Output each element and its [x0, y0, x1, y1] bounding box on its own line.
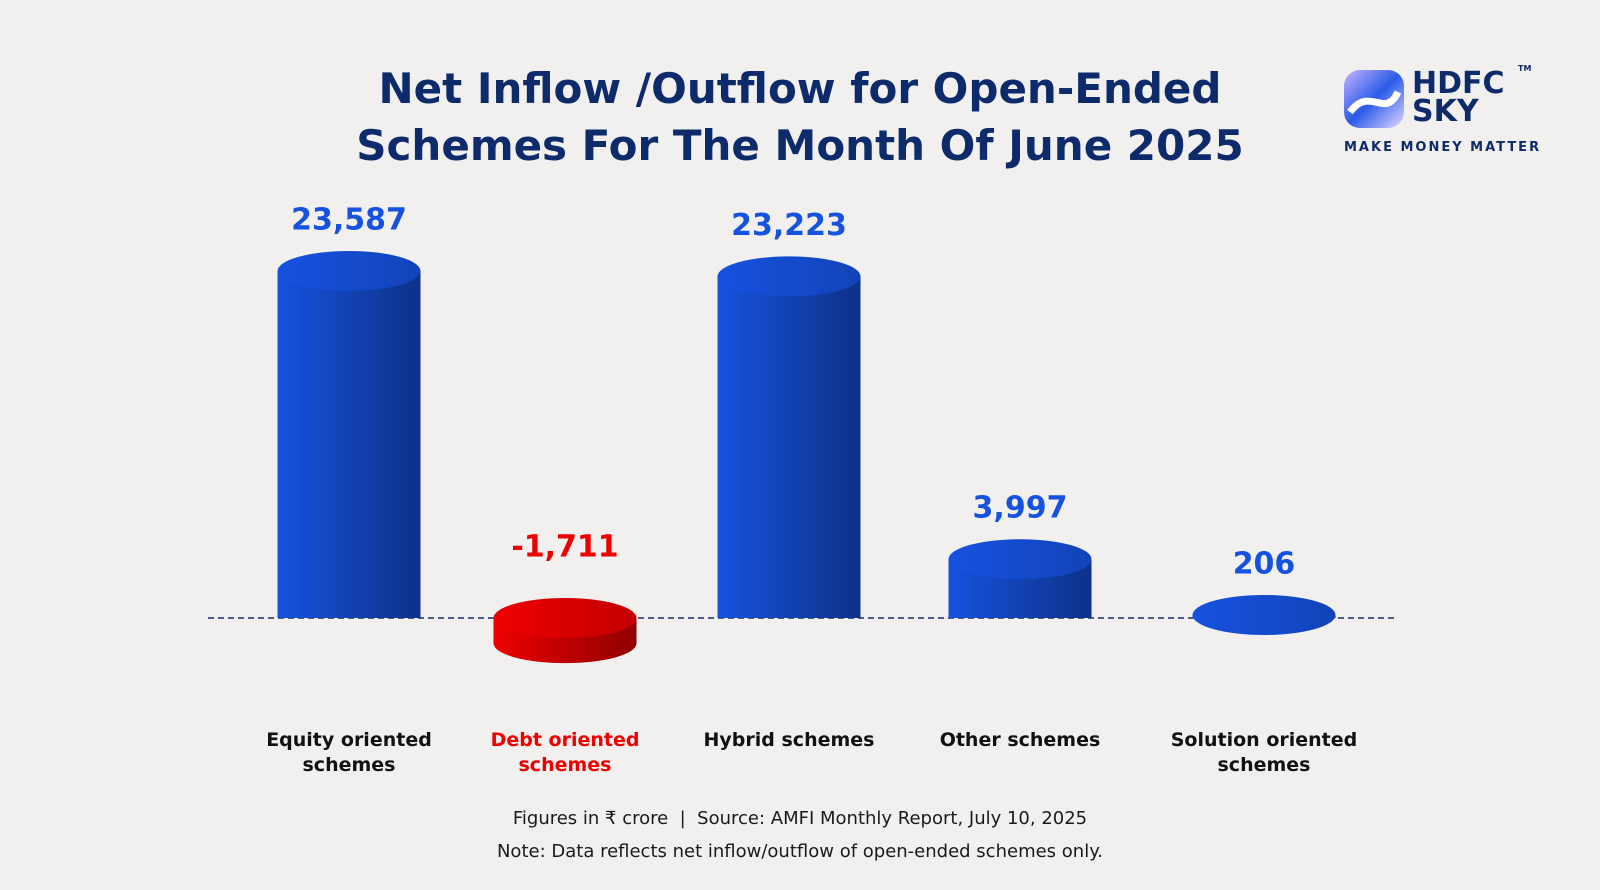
logo-line2: SKY: [1412, 94, 1479, 129]
chart-title: Net Inflow /Outflow for Open-Ended Schem…: [356, 64, 1244, 170]
logo-name: HDFC SKY: [1412, 69, 1505, 129]
category-label: Equity oriented schemes: [266, 729, 432, 776]
bar-top-shade: [1192, 594, 1336, 635]
logo-swoosh: [1347, 90, 1402, 115]
category-label: Solution oriented schemes: [1170, 729, 1358, 776]
bar-shade: [717, 276, 861, 618]
category-label: Debt oriented schemes: [490, 729, 640, 776]
logo-trademark: TM: [1518, 64, 1532, 73]
logo-tagline: MAKE MONEY MATTER: [1344, 140, 1542, 155]
bar-top-shade: [277, 251, 421, 291]
source-note: Figures in ₹ crore | Source: AMFI Monthl…: [512, 808, 1088, 829]
value-label: 23,223: [731, 208, 847, 243]
bar-top-shade: [493, 598, 637, 638]
category-label: Other schemes: [939, 729, 1101, 751]
logo-line1: HDFC: [1412, 66, 1505, 101]
bar-shade: [277, 271, 421, 618]
value-label: 23,587: [291, 203, 407, 238]
value-label: 206: [1233, 546, 1296, 581]
category-label: Hybrid schemes: [703, 729, 875, 751]
bar-top-shade: [717, 256, 861, 297]
value-label: -1,711: [511, 530, 618, 565]
bar-top-shade: [948, 539, 1092, 580]
value-label: 3,997: [973, 491, 1068, 526]
footnote: Note: Data reflects net inflow/outflow o…: [496, 841, 1104, 862]
